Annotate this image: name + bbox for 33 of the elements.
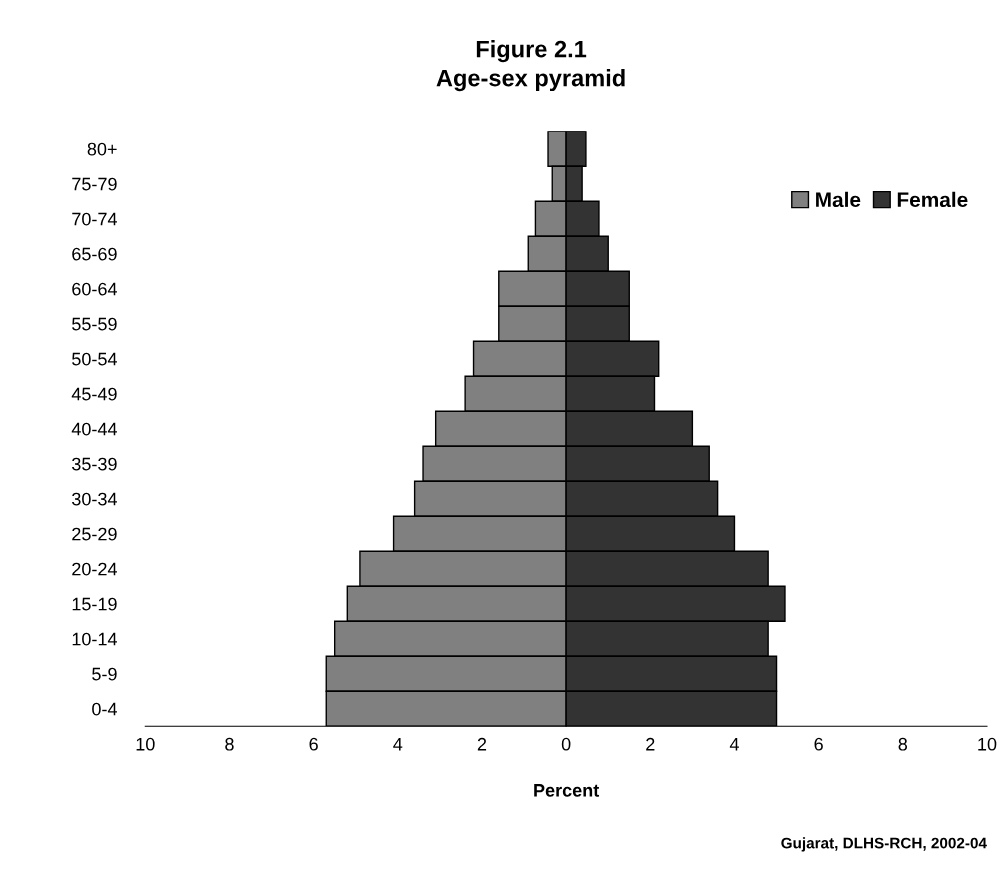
y-tick-label: 10-14	[72, 632, 117, 646]
y-tick-label: 20-24	[72, 562, 117, 576]
legend-label: Female	[897, 191, 968, 208]
x-tick-label: 6	[814, 737, 823, 751]
x-tick-label: 4	[729, 738, 739, 751]
y-tick-label: 0-4	[92, 702, 117, 716]
y-tick-label: 35-39	[72, 457, 117, 471]
y-tick-label: 75-79	[72, 177, 117, 191]
y-tick-label: 65-69	[72, 247, 117, 261]
x-tick-label: 8	[898, 737, 908, 751]
text: Gujarat, DLHS-RCH, 2002-04	[781, 837, 987, 852]
x-tick-label: 10	[978, 737, 997, 751]
chart-title: Figure 2.1 Age-sex pyramid	[436, 40, 625, 92]
y-tick-label: 70-74	[72, 212, 117, 226]
y-tick-label: 50-54	[72, 352, 117, 366]
x-axis-title: Percent	[534, 784, 600, 797]
x-tick-label: 0	[561, 737, 571, 751]
y-tick-label: 25-29	[72, 527, 117, 541]
x-tick-label: 2	[477, 737, 487, 751]
y-tick-label: 55-59	[72, 317, 117, 331]
y-tick-label: 60-64	[72, 282, 117, 296]
y-tick-label: 45-49	[71, 387, 117, 401]
x-tick-label: 2	[646, 737, 655, 751]
legend-label: Male	[816, 191, 861, 208]
y-tick-label: 15-19	[72, 597, 117, 611]
x-tick-label: 4	[393, 738, 403, 751]
y-tick-label: 40-44	[71, 422, 117, 436]
x-tick-label: 10	[136, 737, 155, 751]
y-tick-label: 80+	[87, 142, 117, 156]
y-tick-label: 5-9	[92, 667, 117, 681]
x-tick-label: 8	[225, 737, 234, 751]
y-tick-label: 30-34	[72, 492, 117, 506]
x-tick-label: 6	[309, 737, 318, 751]
